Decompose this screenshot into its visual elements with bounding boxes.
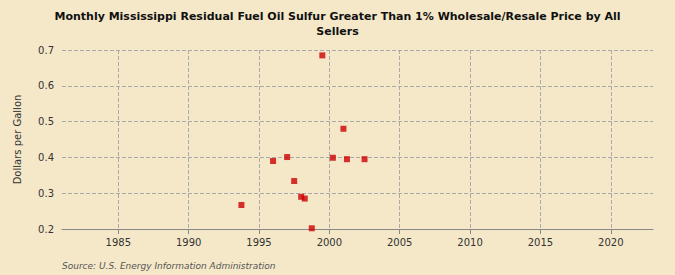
svg-text:0.7: 0.7 [38,45,54,56]
svg-text:2015: 2015 [528,237,553,248]
svg-text:2000: 2000 [317,237,342,248]
svg-text:1985: 1985 [106,237,131,248]
svg-text:2010: 2010 [457,237,482,248]
svg-text:2005: 2005 [387,237,412,248]
svg-text:0.2: 0.2 [38,224,54,235]
svg-text:Dollars per Gallon: Dollars per Gallon [12,95,23,185]
svg-text:Monthly Mississippi Residual F: Monthly Mississippi Residual Fuel Oil Su… [54,10,620,23]
svg-text:2020: 2020 [598,237,623,248]
svg-text:1995: 1995 [246,237,271,248]
svg-text:0.5: 0.5 [38,116,54,127]
svg-text:Sellers: Sellers [316,25,359,38]
svg-text:1990: 1990 [176,237,201,248]
svg-text:0.6: 0.6 [38,80,54,91]
svg-text:0.4: 0.4 [38,152,54,163]
svg-text:0.3: 0.3 [38,188,54,199]
svg-text:Source: U.S. Energy Informatio: Source: U.S. Energy Information Administ… [62,261,276,271]
